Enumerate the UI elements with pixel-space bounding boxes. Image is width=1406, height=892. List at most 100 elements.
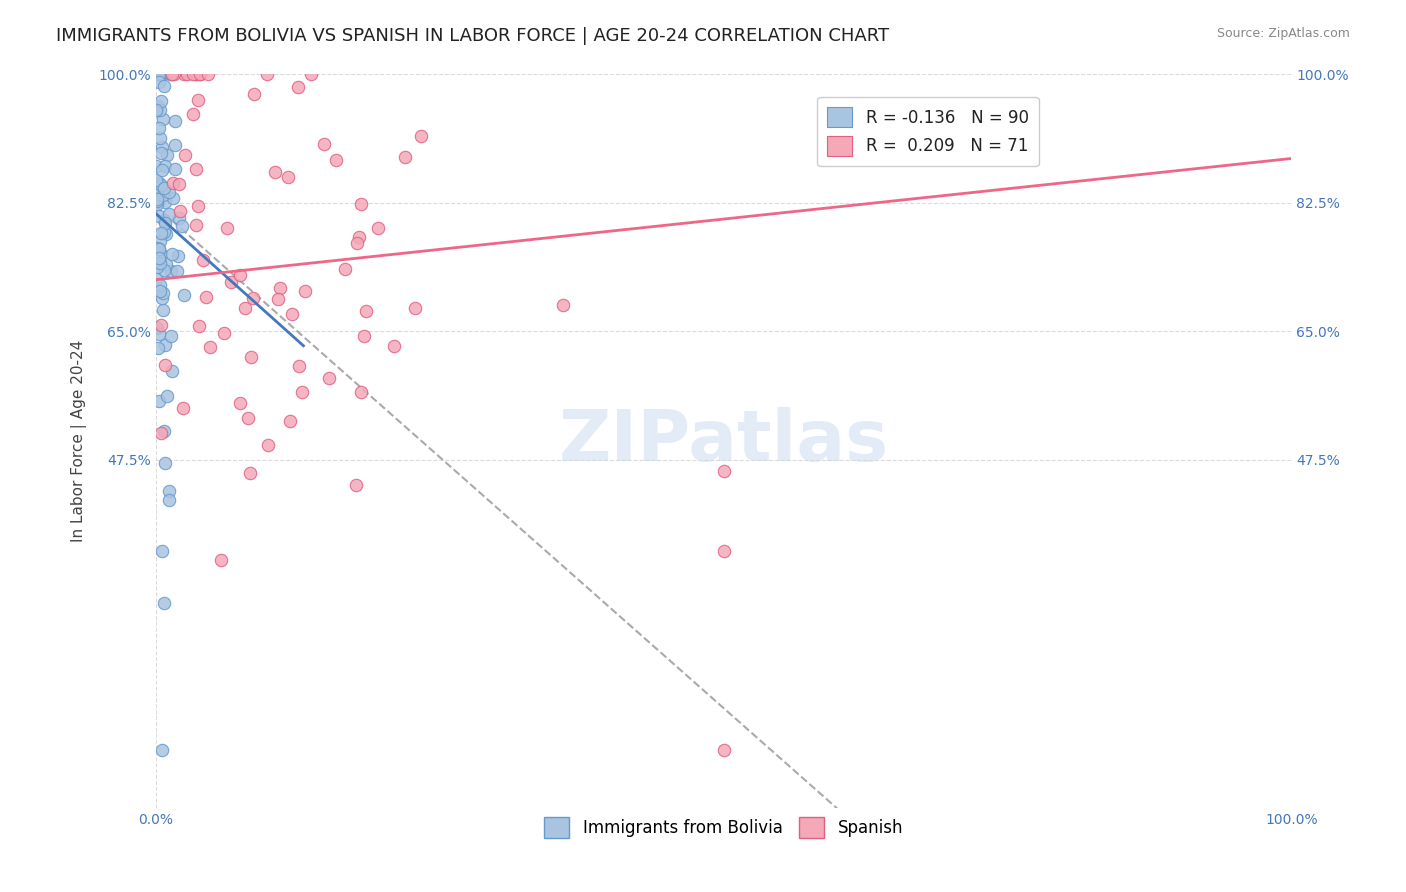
Point bbox=[267, 292, 290, 306]
Point bbox=[155, 195, 177, 210]
Point bbox=[148, 393, 170, 408]
Point bbox=[257, 438, 280, 452]
Point bbox=[200, 340, 222, 354]
Point bbox=[160, 264, 183, 278]
Point bbox=[217, 221, 239, 235]
Point bbox=[145, 192, 167, 206]
Point bbox=[153, 226, 176, 240]
Point bbox=[186, 161, 208, 176]
Point bbox=[149, 226, 172, 240]
Point bbox=[149, 255, 172, 269]
Point bbox=[263, 165, 285, 179]
Point bbox=[713, 464, 735, 478]
Point bbox=[156, 148, 179, 162]
Point bbox=[150, 162, 173, 177]
Point bbox=[281, 308, 304, 322]
Point bbox=[150, 544, 173, 558]
Point bbox=[148, 252, 170, 266]
Point bbox=[148, 75, 170, 89]
Point bbox=[156, 389, 179, 403]
Point bbox=[239, 466, 262, 480]
Point bbox=[166, 249, 188, 263]
Point bbox=[152, 67, 174, 81]
Point bbox=[152, 67, 174, 81]
Y-axis label: In Labor Force | Age 20-24: In Labor Force | Age 20-24 bbox=[72, 340, 87, 542]
Point bbox=[153, 180, 176, 194]
Point bbox=[150, 67, 173, 81]
Point bbox=[228, 268, 250, 283]
Point bbox=[150, 140, 173, 154]
Point bbox=[269, 281, 291, 295]
Point bbox=[146, 241, 169, 255]
Point bbox=[277, 169, 299, 184]
Point bbox=[335, 262, 357, 277]
Point bbox=[153, 262, 176, 277]
Point bbox=[163, 114, 186, 128]
Point bbox=[157, 483, 180, 498]
Point bbox=[162, 177, 184, 191]
Point bbox=[160, 67, 183, 81]
Point bbox=[170, 219, 193, 233]
Point bbox=[149, 131, 172, 145]
Point bbox=[344, 478, 367, 492]
Point bbox=[149, 103, 172, 117]
Point bbox=[350, 197, 373, 211]
Point bbox=[152, 188, 174, 202]
Text: IMMIGRANTS FROM BOLIVIA VS SPANISH IN LABOR FORCE | AGE 20-24 CORRELATION CHART: IMMIGRANTS FROM BOLIVIA VS SPANISH IN LA… bbox=[56, 27, 890, 45]
Point bbox=[291, 385, 314, 400]
Point bbox=[165, 162, 187, 177]
Point bbox=[173, 287, 195, 301]
Point bbox=[238, 411, 260, 425]
Point bbox=[153, 337, 176, 351]
Point bbox=[184, 67, 207, 81]
Point bbox=[163, 67, 186, 81]
Point bbox=[167, 177, 190, 191]
Point bbox=[153, 424, 176, 438]
Point bbox=[233, 301, 256, 315]
Point bbox=[157, 206, 180, 220]
Point bbox=[150, 291, 173, 305]
Point bbox=[146, 197, 169, 211]
Point bbox=[149, 277, 172, 292]
Point bbox=[159, 493, 181, 508]
Point bbox=[145, 159, 167, 173]
Point bbox=[221, 275, 243, 289]
Point bbox=[145, 173, 167, 187]
Point bbox=[188, 67, 211, 81]
Point bbox=[288, 359, 311, 373]
Text: ZIPatlas: ZIPatlas bbox=[558, 407, 889, 475]
Point bbox=[553, 297, 575, 311]
Point bbox=[152, 67, 174, 81]
Point bbox=[146, 320, 169, 334]
Point bbox=[159, 67, 181, 81]
Point bbox=[162, 191, 184, 205]
Point bbox=[145, 103, 167, 117]
Point bbox=[153, 159, 176, 173]
Point bbox=[214, 326, 236, 340]
Point bbox=[346, 235, 368, 250]
Point bbox=[155, 256, 177, 270]
Point bbox=[165, 138, 187, 153]
Point bbox=[349, 230, 371, 244]
Point bbox=[148, 341, 170, 355]
Point bbox=[149, 178, 172, 192]
Point bbox=[243, 87, 266, 102]
Point bbox=[155, 227, 177, 241]
Point bbox=[146, 179, 169, 194]
Point bbox=[167, 211, 190, 225]
Point bbox=[145, 320, 167, 334]
Point bbox=[148, 176, 170, 190]
Point bbox=[148, 242, 170, 256]
Point bbox=[152, 286, 174, 301]
Point bbox=[173, 67, 195, 81]
Legend: Immigrants from Bolivia, Spanish: Immigrants from Bolivia, Spanish bbox=[537, 811, 910, 844]
Point bbox=[149, 67, 172, 81]
Point bbox=[209, 553, 232, 567]
Point bbox=[242, 291, 264, 305]
Point bbox=[169, 203, 191, 218]
Point bbox=[394, 150, 416, 164]
Point bbox=[153, 78, 176, 93]
Point bbox=[153, 456, 176, 470]
Point bbox=[353, 329, 375, 343]
Point bbox=[278, 414, 301, 428]
